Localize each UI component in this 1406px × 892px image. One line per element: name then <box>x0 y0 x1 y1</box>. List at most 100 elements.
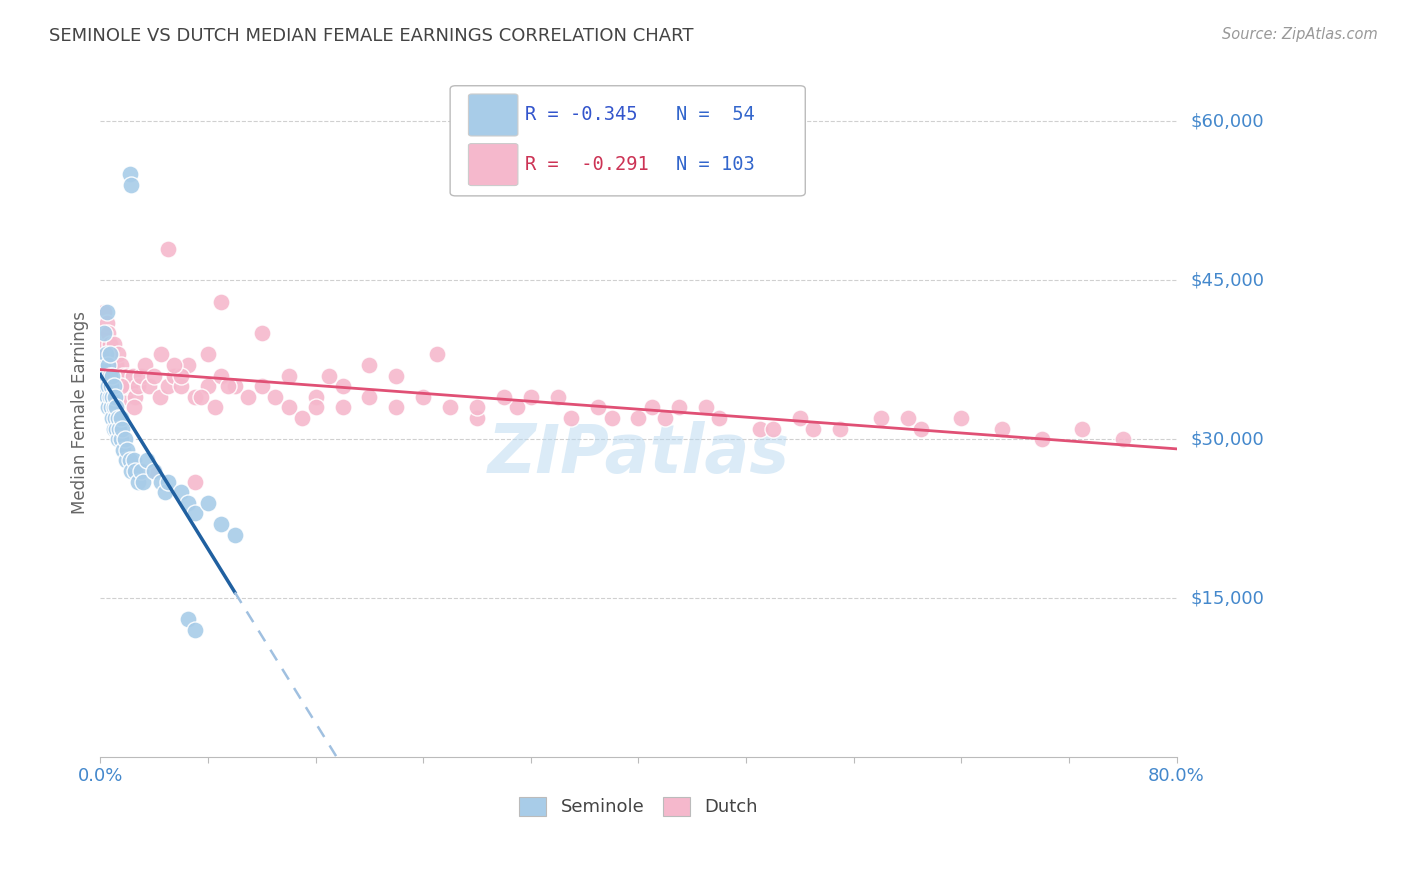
Point <box>143 464 166 478</box>
Point <box>183 507 205 521</box>
Point <box>115 453 138 467</box>
Point <box>143 368 166 383</box>
Point <box>385 401 408 415</box>
Point <box>101 411 124 425</box>
Point <box>153 485 176 500</box>
Point <box>91 326 114 341</box>
Point <box>520 390 543 404</box>
Point <box>107 347 129 361</box>
Point <box>103 401 125 415</box>
Point <box>149 475 172 489</box>
Point <box>98 337 121 351</box>
Point <box>120 464 142 478</box>
Point <box>103 422 125 436</box>
Point <box>412 390 434 404</box>
Text: SEMINOLE VS DUTCH MEDIAN FEMALE EARNINGS CORRELATION CHART: SEMINOLE VS DUTCH MEDIAN FEMALE EARNINGS… <box>49 27 693 45</box>
Point <box>238 390 260 404</box>
Point <box>129 464 152 478</box>
Point <box>385 368 408 383</box>
Point <box>122 453 145 467</box>
Point <box>112 368 135 383</box>
Point <box>96 368 118 383</box>
Point <box>97 368 120 383</box>
Point <box>118 379 141 393</box>
Point <box>156 475 179 489</box>
Text: N =  54: N = 54 <box>676 105 755 125</box>
Point <box>100 401 122 415</box>
Point <box>115 379 138 393</box>
Point <box>359 390 381 404</box>
Point <box>122 401 145 415</box>
Point <box>124 390 146 404</box>
Text: R =  -0.291: R = -0.291 <box>526 155 650 174</box>
Point <box>163 368 186 383</box>
Point <box>96 347 118 361</box>
Point <box>148 390 170 404</box>
Point <box>465 401 488 415</box>
Point <box>990 422 1012 436</box>
Point <box>304 390 326 404</box>
Point <box>110 379 132 393</box>
Point <box>600 411 623 425</box>
Text: Source: ZipAtlas.com: Source: ZipAtlas.com <box>1222 27 1378 42</box>
Point <box>149 347 172 361</box>
Point <box>1071 422 1094 436</box>
Text: R = -0.345: R = -0.345 <box>526 105 638 125</box>
Point <box>332 379 354 393</box>
Point <box>1031 432 1053 446</box>
Point <box>163 358 186 372</box>
Point <box>105 401 128 415</box>
Point <box>177 358 200 372</box>
Point <box>97 379 120 393</box>
Point <box>170 368 193 383</box>
FancyBboxPatch shape <box>450 86 806 196</box>
Point <box>1112 432 1135 446</box>
Point <box>896 411 918 425</box>
FancyBboxPatch shape <box>468 94 517 136</box>
Point <box>100 347 122 361</box>
Point <box>114 390 136 404</box>
Text: $45,000: $45,000 <box>1191 271 1264 289</box>
Point <box>118 168 141 182</box>
Point <box>127 379 149 393</box>
Point <box>209 294 232 309</box>
Point <box>183 390 205 404</box>
Point <box>762 422 785 436</box>
Point <box>547 390 569 404</box>
Point <box>170 485 193 500</box>
Point <box>111 422 134 436</box>
Point <box>97 358 120 372</box>
Point <box>250 379 273 393</box>
Point <box>132 475 155 489</box>
Point <box>111 379 134 393</box>
Point <box>104 368 127 383</box>
Point <box>277 401 299 415</box>
Point <box>869 411 891 425</box>
Text: N = 103: N = 103 <box>676 155 755 174</box>
Point <box>94 347 117 361</box>
Point <box>101 358 124 372</box>
Point <box>291 411 314 425</box>
Point <box>96 316 118 330</box>
Point <box>304 401 326 415</box>
Point <box>359 358 381 372</box>
Point <box>121 368 143 383</box>
Point <box>709 411 731 425</box>
Point <box>318 368 340 383</box>
Point <box>93 379 115 393</box>
Point <box>93 305 115 319</box>
Point <box>910 422 932 436</box>
Point <box>156 379 179 393</box>
Point <box>98 358 121 372</box>
Point <box>492 390 515 404</box>
Point <box>118 453 141 467</box>
Point <box>183 475 205 489</box>
Point <box>668 401 690 415</box>
Point <box>217 379 239 393</box>
Point <box>104 411 127 425</box>
Point <box>695 401 717 415</box>
Point <box>183 623 205 637</box>
Point <box>170 379 193 393</box>
Point <box>124 464 146 478</box>
Point <box>789 411 811 425</box>
